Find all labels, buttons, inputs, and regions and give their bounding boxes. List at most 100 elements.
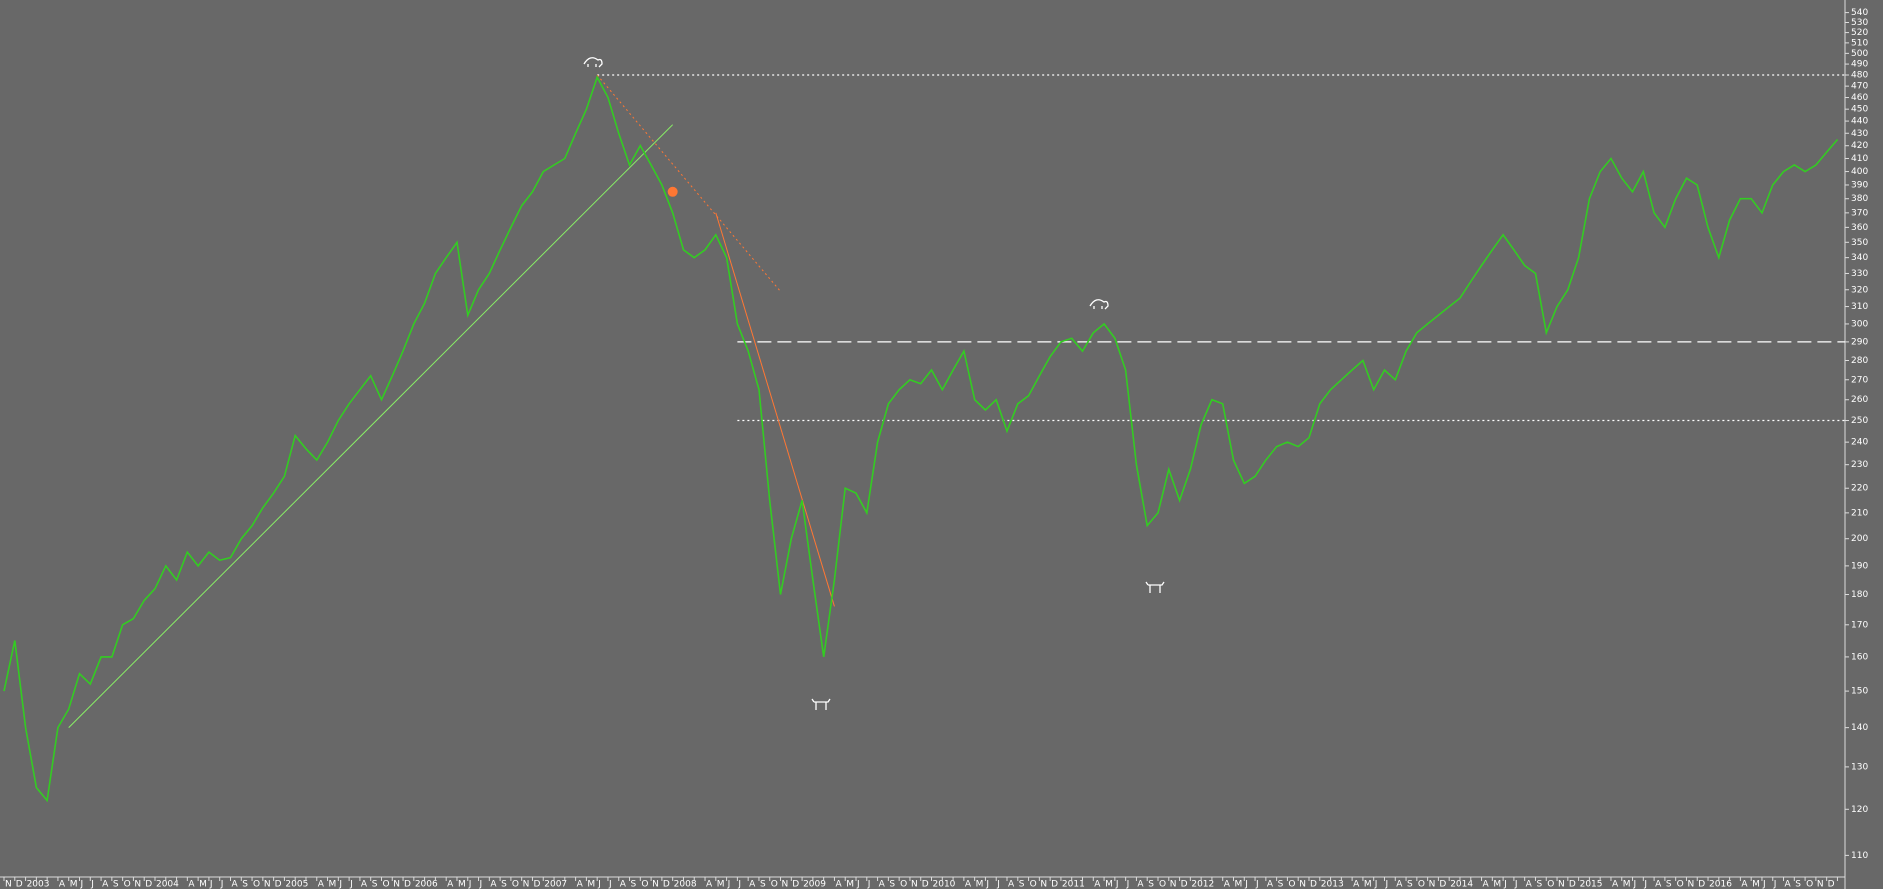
x-tick-label: S [501,880,507,889]
x-tick-label: A [577,880,584,889]
x-tick-label: J [1384,880,1388,889]
y-tick-label: 190 [1851,561,1868,571]
x-tick-label: J [1115,880,1119,889]
y-tick-label: 350 [1851,238,1868,248]
x-tick-label: D [663,880,670,889]
x-tick-label: M [458,880,466,889]
x-tick-label: S [242,880,248,889]
x-tick-label: J [1244,880,1248,889]
x-tick-label: J [985,880,989,889]
y-tick-label: 450 [1851,105,1868,115]
y-tick-label: 250 [1851,416,1868,426]
x-tick-label: N [134,880,141,889]
x-tick-label: A [1008,880,1015,889]
trendline [715,212,835,607]
x-tick-label: N [1817,880,1824,889]
y-tick-label: 290 [1851,337,1868,347]
x-tick-label: A [879,880,886,889]
y-tick-label: 510 [1851,38,1868,48]
y-tick-label: 530 [1851,18,1868,28]
x-tick-label: N [1558,880,1565,889]
x-tick-label: O [1288,880,1295,889]
x-tick-label: 2011 [1062,880,1085,889]
x-tick-label: M [846,880,854,889]
y-tick-label: 410 [1851,154,1868,164]
x-tick-label: N [1170,880,1177,889]
plot-area [0,0,1845,876]
y-tick-label: 140 [1851,723,1868,733]
x-tick-label: M [1105,880,1113,889]
y-tick-label: 300 [1851,319,1868,329]
x-tick-label: D [404,880,411,889]
x-tick-label: A [1396,880,1403,889]
y-tick-label: 540 [1851,8,1868,18]
y-tick-label: 150 [1851,687,1868,697]
x-tick-label: 2004 [156,880,179,889]
x-tick-label: A [231,880,238,889]
x-tick-label: J [220,880,224,889]
y-tick-label: 460 [1851,93,1868,103]
x-tick-label: D [1698,880,1705,889]
bull-icon [811,581,1165,710]
x-tick-label: O [641,880,648,889]
x-tick-label: 2007 [544,880,567,889]
x-tick-label: A [1224,880,1231,889]
y-tick-label: 360 [1851,223,1868,233]
x-tick-label: J [79,880,83,889]
x-tick-label: M [1752,880,1760,889]
x-tick-label: 2005 [285,880,308,889]
x-tick-label: M [587,880,595,889]
price-line [3,75,1839,803]
x-tick-label: J [479,880,483,889]
x-tick-label: A [102,880,109,889]
x-tick-label: A [1785,880,1792,889]
x-tick-label: A [1137,880,1144,889]
x-tick-label: A [447,880,454,889]
x-tick-label: M [1364,880,1372,889]
y-tick-label: 230 [1851,460,1868,470]
x-tick-label: N [393,880,400,889]
x-tick-label: M [1493,880,1501,889]
y-tick-label: 110 [1851,851,1868,861]
y-tick-label: 500 [1851,49,1868,59]
y-tick-label: 180 [1851,590,1868,600]
x-tick-label: O [1159,880,1166,889]
x-tick-label: O [253,880,260,889]
x-tick-label: S [631,880,637,889]
x-tick-label: O [1547,880,1554,889]
y-tick-label: 380 [1851,194,1868,204]
x-tick-label: A [1612,880,1619,889]
y-tick-label: 130 [1851,762,1868,772]
x-tick-label: S [1666,880,1672,889]
x-tick-label: A [965,880,972,889]
x-tick-label: D [1828,880,1835,889]
x-tick-label: N [264,880,271,889]
x-tick-label: N [1429,880,1436,889]
x-tick-label: J [727,880,731,889]
x-tick-label: 2012 [1191,880,1214,889]
x-tick-label: M [329,880,337,889]
x-tick-label: A [1741,880,1748,889]
x-tick-label: J [349,880,353,889]
y-tick-label: 220 [1851,484,1868,494]
x-tick-label: J [468,880,472,889]
x-tick-label: S [372,880,378,889]
x-tick-label: S [113,880,119,889]
x-tick-label: A [188,880,195,889]
trendline [68,124,674,728]
x-tick-label: J [996,880,1000,889]
y-tick-label: 170 [1851,620,1868,630]
x-tick-label: 2013 [1321,880,1344,889]
y-tick-label: 280 [1851,356,1868,366]
x-tick-label: D [16,880,23,889]
x-tick-label: N [782,880,789,889]
x-tick-label: D [275,880,282,889]
bear-icon [583,57,1109,310]
x-tick-label: D [1439,880,1446,889]
x-tick-label: A [1094,880,1101,889]
x-tick-label: J [90,880,94,889]
x-tick-label: 2006 [415,880,438,889]
x-tick-label: J [1374,880,1378,889]
x-tick-label: J [1126,880,1130,889]
